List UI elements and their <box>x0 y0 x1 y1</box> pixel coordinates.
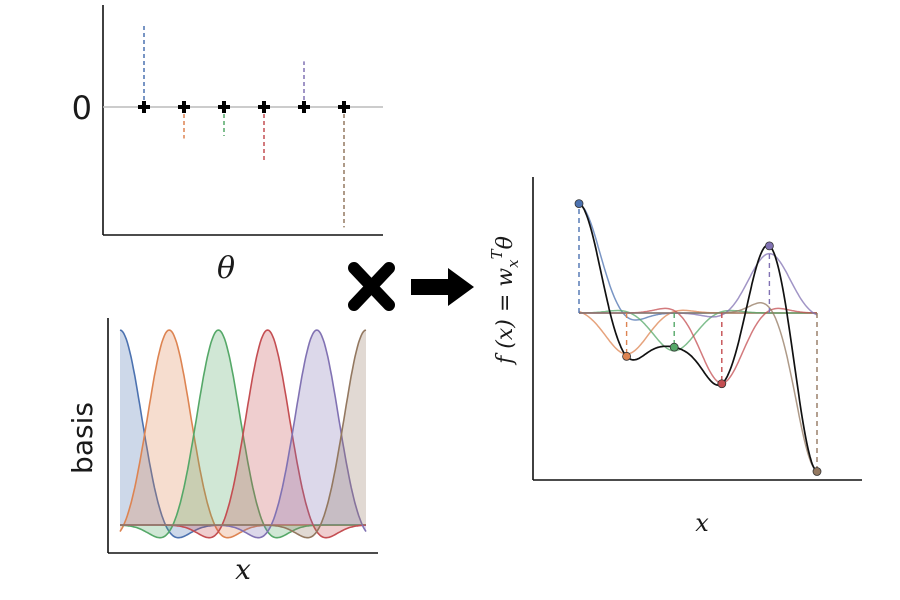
basis-fill-4 <box>120 330 366 538</box>
theta-marker-1 <box>138 101 150 113</box>
output-curves <box>574 199 822 476</box>
output-point-4 <box>717 379 727 389</box>
basis-fill-1 <box>120 330 366 538</box>
basis-fill-2 <box>120 330 366 538</box>
multiply-operator <box>348 262 395 311</box>
output-y-label-sub: x <box>504 259 522 268</box>
output-x-label: x <box>695 509 709 537</box>
output-point-6 <box>812 467 822 476</box>
basis-fill-5 <box>120 330 366 538</box>
basis-x-label: x <box>235 553 251 586</box>
theta-marker-2 <box>178 101 190 113</box>
arrow-operator <box>411 268 474 306</box>
output-point-5 <box>765 241 774 251</box>
theta-panel: 0 θ <box>72 5 383 286</box>
weighted-basis-6 <box>579 302 818 471</box>
output-y-label: f (x) = wxTθ <box>488 236 522 366</box>
output-panel: x f (x) = wxTθ <box>488 177 862 537</box>
theta-stems <box>138 24 350 228</box>
output-point-1 <box>574 199 584 209</box>
theta-marker-5 <box>298 101 310 113</box>
theta-x-label: θ <box>217 251 235 286</box>
theta-marker-3 <box>218 101 230 113</box>
arrow-right-icon <box>411 268 474 306</box>
output-y-label-theta: θ <box>493 236 518 249</box>
theta-zero-tick-label: 0 <box>72 89 92 127</box>
output-point-3 <box>669 342 679 352</box>
output-point-2 <box>622 351 631 361</box>
combined-curve <box>578 202 818 473</box>
basis-curves <box>119 329 367 539</box>
theta-marker-6 <box>338 101 350 113</box>
basis-curve-6 <box>120 329 367 539</box>
basis-fill-6 <box>120 330 366 538</box>
weighted-basis-3 <box>579 309 817 352</box>
output-y-label-main: f (x) = w <box>493 268 518 366</box>
theta-marker-4 <box>258 101 270 113</box>
weighted-basis-4 <box>579 307 817 384</box>
multiply-icon <box>348 262 395 311</box>
basis-y-label: basis <box>66 402 99 474</box>
output-y-label-sup: T <box>488 248 506 259</box>
basis-fill-3 <box>120 330 366 538</box>
basis-panel: basis x <box>66 318 378 586</box>
